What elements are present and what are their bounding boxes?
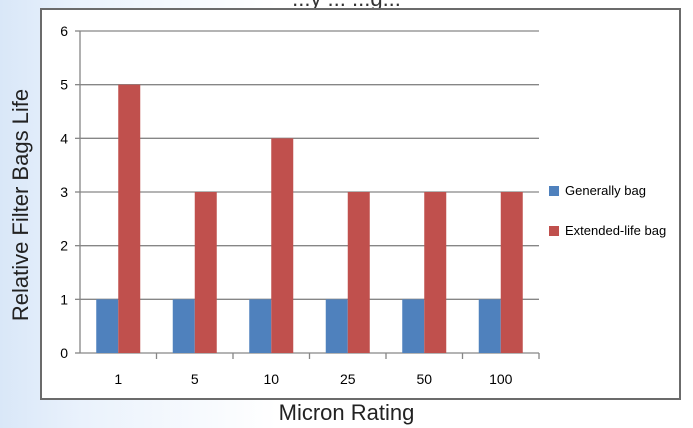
y-tick-label: 6	[60, 23, 68, 39]
bar-generally-25	[325, 299, 348, 353]
y-tick-label: 5	[60, 77, 68, 93]
bar-extended-100	[500, 192, 523, 353]
y-axis-label: Relative Filter Bags Life	[8, 88, 33, 322]
bar-generally-50	[402, 299, 425, 353]
bar-extended-50	[424, 192, 447, 353]
bar-extended-5	[194, 192, 217, 353]
legend-swatch	[549, 226, 559, 236]
y-tick-label: 3	[60, 184, 68, 200]
x-tick-label: 25	[340, 371, 356, 387]
bar-extended-10	[271, 138, 294, 353]
x-axis-label: Micron Rating	[278, 400, 415, 425]
bar-generally-1	[96, 299, 119, 353]
y-tick-label: 1	[60, 291, 68, 307]
y-tick-label: 2	[60, 238, 68, 254]
bar-generally-100	[478, 299, 501, 353]
x-tick-label: 10	[263, 371, 279, 387]
bar-generally-5	[172, 299, 195, 353]
y-tick-label: 0	[60, 345, 68, 361]
legend-label: Generally bag	[565, 183, 646, 198]
bar-generally-10	[249, 299, 272, 353]
y-tick-label: 4	[60, 130, 68, 146]
chart-title: ...y ... ...g...	[0, 0, 693, 12]
bar-extended-1	[118, 84, 141, 354]
legend-swatch	[549, 186, 559, 196]
bar-extended-25	[347, 192, 370, 353]
legend-label: Extended-life bag	[565, 223, 666, 238]
x-tick-label: 100	[489, 371, 513, 387]
x-tick-label: 1	[114, 371, 122, 387]
x-tick-label: 5	[191, 371, 199, 387]
x-tick-label: 50	[416, 371, 432, 387]
